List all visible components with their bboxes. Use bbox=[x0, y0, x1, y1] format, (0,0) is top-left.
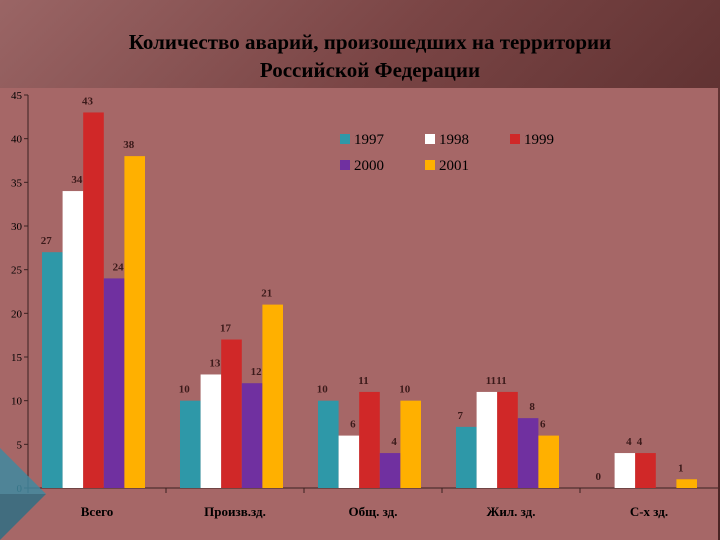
y-tick-label: 45 bbox=[11, 90, 23, 102]
data-label: 1 bbox=[678, 462, 684, 474]
y-tick-label: 35 bbox=[11, 177, 23, 189]
bar bbox=[497, 391, 518, 488]
y-tick-label: 25 bbox=[11, 265, 23, 277]
category-label: Всего bbox=[81, 504, 113, 519]
legend-swatch bbox=[425, 134, 435, 144]
slide-title: Количество аварий, произошедших на терри… bbox=[40, 28, 700, 84]
category-label: С-х зд. bbox=[630, 504, 668, 519]
bar bbox=[676, 479, 697, 488]
bar bbox=[83, 112, 104, 488]
data-label: 6 bbox=[350, 419, 356, 431]
data-label: 10 bbox=[317, 384, 329, 396]
data-label: 12 bbox=[251, 366, 263, 378]
data-label: 7 bbox=[458, 410, 464, 422]
legend-label: 1997 bbox=[354, 132, 385, 148]
bar bbox=[456, 426, 477, 488]
y-tick-label: 20 bbox=[11, 308, 23, 320]
bar bbox=[124, 156, 145, 488]
y-tick-label: 10 bbox=[11, 396, 23, 408]
bar bbox=[221, 339, 242, 488]
y-tick-label: 5 bbox=[17, 439, 23, 451]
data-label: 34 bbox=[71, 174, 83, 186]
chart-panel: 0 5 10 15 20 25 30 35 40 45 27 34 43 24 38 Всего 10 13 17 1… bbox=[0, 88, 718, 540]
y-tick-label: 15 bbox=[11, 352, 23, 364]
data-label: 17 bbox=[220, 323, 232, 335]
corner-accent-shape bbox=[0, 448, 46, 494]
bar bbox=[318, 400, 339, 488]
data-label: 10 bbox=[179, 384, 191, 396]
corner-accent-shape-lower bbox=[0, 494, 46, 540]
bar bbox=[614, 453, 636, 488]
bar bbox=[476, 391, 498, 488]
bar bbox=[635, 453, 656, 488]
bar bbox=[200, 374, 222, 488]
legend-swatch bbox=[340, 160, 350, 170]
bar bbox=[359, 391, 380, 488]
category-label: Произв.зд. bbox=[204, 504, 266, 519]
data-label: 38 bbox=[123, 139, 135, 151]
data-label: 11 bbox=[486, 375, 496, 387]
legend-swatch bbox=[425, 160, 435, 170]
data-label: 24 bbox=[113, 261, 125, 273]
bar bbox=[400, 400, 421, 488]
bar bbox=[241, 383, 263, 488]
bar bbox=[538, 435, 559, 488]
legend-label: 1998 bbox=[439, 132, 469, 148]
legend-label: 1999 bbox=[524, 132, 554, 148]
data-label: 27 bbox=[41, 235, 53, 247]
bar bbox=[517, 418, 539, 488]
bar bbox=[379, 453, 401, 488]
data-label: 11 bbox=[358, 375, 368, 387]
data-label: 4 bbox=[391, 436, 397, 448]
bar bbox=[338, 435, 360, 488]
category-label: Жил. зд. bbox=[487, 504, 536, 519]
legend-label: 2000 bbox=[354, 158, 384, 174]
title-line-2: Российской Федерации bbox=[259, 58, 481, 82]
data-label: 0 bbox=[596, 471, 602, 483]
bar bbox=[180, 400, 201, 488]
data-label: 4 bbox=[626, 436, 632, 448]
data-label: 4 bbox=[637, 436, 643, 448]
category-label: Общ. зд. bbox=[349, 504, 398, 519]
y-tick-label: 30 bbox=[11, 221, 23, 233]
bar bbox=[262, 304, 283, 488]
bar bbox=[42, 252, 63, 488]
legend-swatch bbox=[510, 134, 520, 144]
data-label: 21 bbox=[261, 288, 272, 300]
data-label: 10 bbox=[399, 384, 411, 396]
bar-chart: 0510152025303540452734432438Всего1013171… bbox=[11, 90, 718, 519]
data-label: 13 bbox=[209, 357, 221, 369]
data-label: 8 bbox=[529, 401, 535, 413]
title-line-1: Количество аварий, произошедших на терри… bbox=[128, 30, 612, 54]
legend-label: 2001 bbox=[439, 158, 469, 174]
bar bbox=[62, 191, 84, 489]
legend-swatch bbox=[340, 134, 350, 144]
bar bbox=[103, 278, 125, 488]
y-tick-label: 40 bbox=[11, 134, 23, 146]
data-label: 11 bbox=[496, 375, 506, 387]
data-label: 43 bbox=[82, 95, 94, 107]
data-label: 6 bbox=[540, 419, 546, 431]
